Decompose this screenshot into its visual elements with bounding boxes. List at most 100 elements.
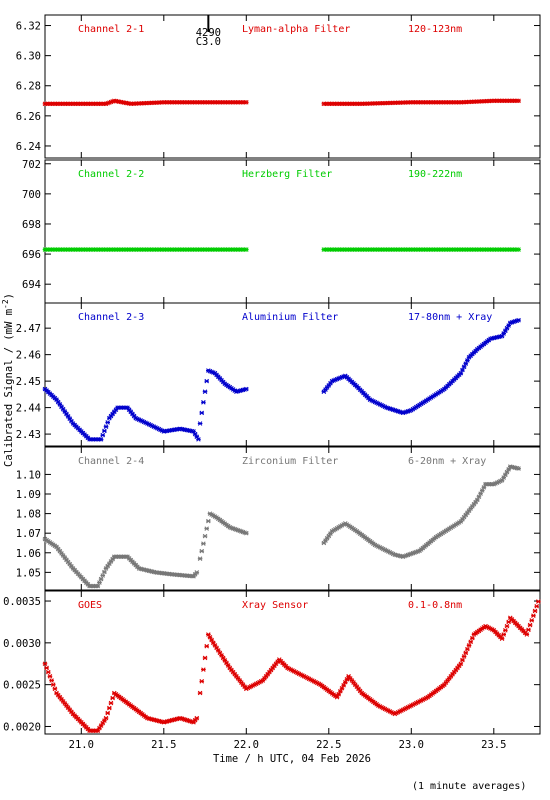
data-point-p3-s2 (197, 421, 203, 426)
panel-2-frame (44, 159, 541, 304)
data-point-p5-s2 (201, 667, 206, 672)
y-axis-title-sup: -2 (1, 299, 10, 309)
data-point-p5-s2 (466, 643, 472, 648)
data-point-p5-s2 (532, 608, 538, 614)
panel-4-ytick-label: 1.09 (16, 489, 41, 501)
data-point-p5-s2 (204, 643, 209, 649)
chart-panels: 6.24 6.26 6.28 6.30 6.32 Channel 2-1 Lyman-alp… (3, 14, 541, 735)
panel-1-ytick-label: 6.26 (16, 111, 41, 123)
data-point-p5-s2 (217, 650, 223, 656)
data-point-p3-s2 (204, 378, 209, 384)
data-point-p4-s1 (55, 546, 61, 552)
panel-2: 694 696 698 700 702 Channel 2-2 Herzberg Filte… (22, 159, 541, 304)
panel-1-label-2: Lyman-alpha Filter (242, 24, 350, 35)
panel-5-ytick-label: 0.0030 (3, 638, 41, 650)
data-point-p3-s1 (192, 431, 198, 437)
data-point-p5-s2 (501, 632, 506, 637)
panel-1-ytick-label: 6.24 (16, 141, 41, 153)
data-point-p5-s1 (42, 661, 48, 667)
panel-4-frame (44, 446, 541, 591)
panel-3-ytick-label: 2.43 (16, 429, 41, 441)
data-point-p3-s3 (501, 331, 506, 336)
panel-2-ytick-label: 696 (22, 249, 41, 261)
data-point-p5-s2 (341, 682, 346, 688)
panel-4-label-1: Channel 2-4 (78, 456, 144, 467)
data-point-p5-s2 (461, 654, 467, 659)
data-point-p3-s3 (503, 328, 508, 334)
data-point-p5-s2 (343, 679, 348, 685)
data-point-p3-s2 (244, 386, 249, 392)
data-point-p4-s3 (506, 467, 511, 472)
data-point-p4-s2 (202, 533, 208, 539)
data-point-p3-s1 (191, 429, 196, 434)
x-tick-label: 22.0 (234, 739, 259, 751)
data-point-p5-s2 (225, 663, 231, 668)
data-point-p5-s2 (211, 640, 216, 646)
data-point-p2-s2 (516, 247, 521, 252)
data-point-p5-s2 (524, 632, 530, 637)
data-point-p4-s2 (199, 548, 205, 554)
data-point-p3-s3 (499, 333, 505, 339)
data-point-p5-s2 (526, 627, 531, 633)
data-point-p5-s2 (212, 643, 218, 648)
panel-1-label-1: Channel 2-1 (78, 24, 144, 35)
panel-4: 1.05 1.06 1.07 1.08 1.09 1.10 Channel 2-4 Zirco… (16, 446, 541, 591)
data-point-p4-s3 (504, 469, 510, 475)
data-point-p4-s2 (244, 530, 249, 536)
data-point-p5-s1 (98, 723, 104, 728)
data-point-p5-s2 (224, 660, 229, 666)
data-point-p3-s1 (194, 434, 200, 440)
data-point-p3-s3 (504, 325, 510, 331)
data-point-p5-s1 (105, 710, 110, 716)
data-point-p5-s2 (209, 637, 214, 643)
data-point-p4-s3 (475, 497, 480, 503)
data-point-p5-s2 (506, 619, 511, 625)
x-tick-label: 22.5 (316, 739, 341, 751)
data-point-p5-s1 (107, 705, 112, 711)
data-point-p5-s2 (222, 658, 228, 663)
data-point-p5-s2 (465, 646, 470, 652)
panel-3-ytick-label: 2.46 (16, 350, 41, 362)
panel-2-label-2: Herzberg Filter (242, 169, 332, 180)
data-point-p5-s2 (463, 650, 469, 656)
panel-3-label-2: Aluminium Filter (242, 312, 338, 323)
data-point-p5-s2 (527, 622, 533, 628)
data-point-p5-s1 (47, 674, 53, 679)
data-point-p3-s3 (461, 364, 467, 370)
x-tick-label: 23.0 (399, 739, 424, 751)
panel-5: 0.0020 0.0025 0.0030 0.0035 GOES Xray Sensor 0… (3, 590, 541, 735)
panel-1-ytick-label: 6.28 (16, 81, 41, 93)
panel-2-ytick-label: 700 (22, 189, 41, 201)
data-point-p4-s1 (67, 561, 73, 567)
event-marker: 4290 C3.0 (196, 15, 221, 48)
panel-3-label-3: 17-80nm + Xray (408, 312, 492, 323)
data-point-p5-s2 (219, 653, 224, 658)
panel-1-label-3: 120-123nm (408, 24, 462, 35)
data-point-p4-s3 (479, 488, 485, 493)
panel-2-ytick-label: 702 (22, 159, 41, 171)
panel-5-ytick-label: 0.0020 (3, 721, 41, 733)
panel-2-ytick-label: 694 (22, 279, 41, 291)
panel-1: 6.24 6.26 6.28 6.30 6.32 Channel 2-1 Lyman-alp… (16, 14, 541, 159)
data-point-p4-s1 (59, 551, 64, 556)
data-point-p4-s1 (60, 553, 66, 558)
data-point-p3-s1 (196, 437, 201, 442)
panel-3-frame (44, 302, 541, 447)
data-point-p4-s1 (57, 548, 63, 554)
data-point-p5-s1 (95, 728, 101, 733)
data-point-p5-s2 (215, 648, 221, 653)
data-point-p5-s1 (100, 720, 106, 726)
data-point-p5-s2 (336, 691, 341, 697)
y-axis-title-main: Calibrated Signal / (mW m (3, 309, 15, 467)
data-point-p4-s1 (194, 570, 200, 575)
data-point-p5-s1 (97, 725, 102, 731)
data-point-p4-s3 (481, 485, 487, 490)
data-point-p4-s1 (97, 580, 102, 585)
data-point-p4-s3 (470, 504, 475, 509)
data-point-p3-s3 (460, 367, 465, 373)
data-point-p4-s1 (102, 569, 107, 575)
data-point-p5-s1 (103, 715, 109, 721)
data-point-p4-s1 (100, 573, 106, 578)
panel-5-points (42, 599, 541, 733)
data-point-p5-s1 (52, 686, 58, 692)
